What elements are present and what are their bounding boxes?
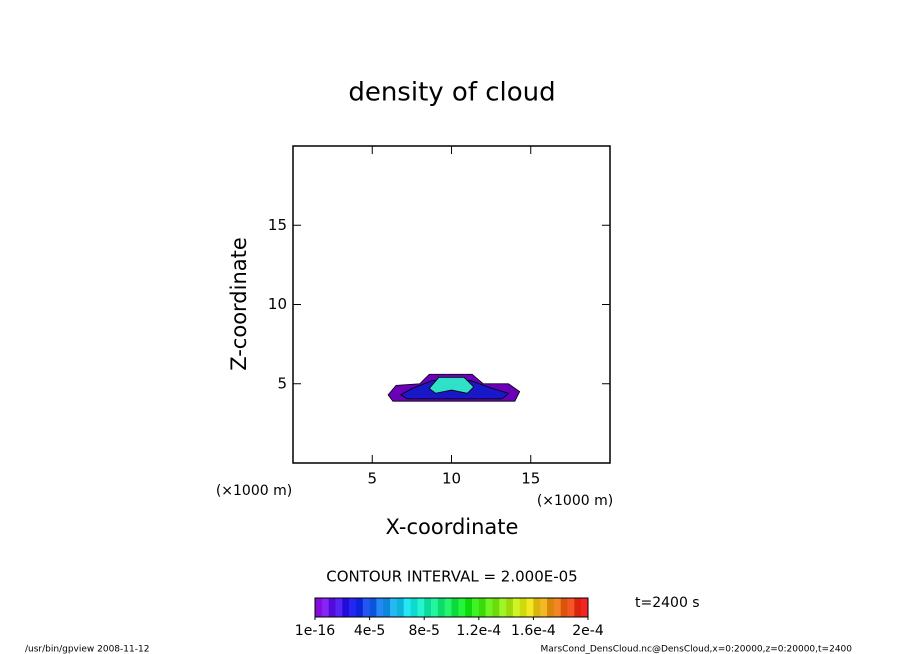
colorbar-stripe xyxy=(376,598,384,617)
colorbar-stripe xyxy=(458,598,466,617)
chart-title: density of cloud xyxy=(348,78,555,108)
colorbar-stripe xyxy=(437,598,445,617)
colorbar-tick-label: 1e-16 xyxy=(295,623,335,639)
colorbar-stripe xyxy=(328,598,336,617)
colorbar-tick-label: 2e-4 xyxy=(572,623,604,639)
colorbar-tick-label: 4e-5 xyxy=(354,623,385,639)
colorbar-stripe xyxy=(335,598,343,617)
x-tick-label: 10 xyxy=(442,470,461,488)
colorbar-stripe xyxy=(465,598,473,617)
colorbar-tick-label: 1.6e-4 xyxy=(511,623,556,639)
x-axis-label: X-coordinate xyxy=(386,515,519,539)
time-label: t=2400 s xyxy=(635,595,700,611)
colorbar-stripe xyxy=(396,598,405,617)
x-tick-label: 15 xyxy=(521,470,540,488)
colorbar-stripe xyxy=(506,598,514,617)
colorbar-stripe xyxy=(533,598,541,617)
footer-left: /usr/bin/gpview 2008-11-12 xyxy=(25,645,149,654)
colorbar-stripe xyxy=(567,598,575,617)
y-tick-label: 10 xyxy=(268,295,287,313)
colorbar-stripe xyxy=(553,598,561,617)
plot-frame xyxy=(292,145,611,464)
colorbar-stripe xyxy=(355,598,364,617)
colorbar-stripe xyxy=(526,598,534,617)
colorbar-stripe xyxy=(403,598,411,617)
colorbar-tick-label: 1.2e-4 xyxy=(456,623,501,639)
colorbar-stripe xyxy=(444,598,452,617)
y-tick-label: 5 xyxy=(277,374,287,392)
colorbar-stripe xyxy=(315,598,323,617)
contour-interval: CONTOUR INTERVAL = 2.000E-05 xyxy=(326,568,577,586)
y-axis-label: Z-coordinate xyxy=(227,237,251,371)
colorbar-stripe xyxy=(369,598,377,617)
contour-region xyxy=(428,377,475,394)
colorbar-stripe xyxy=(424,598,432,617)
colorbar-frame xyxy=(314,597,589,618)
colorbar-stripe xyxy=(471,598,480,617)
colorbar-stripe xyxy=(431,598,439,617)
colorbar-stripe xyxy=(485,598,493,617)
colorbar-stripe xyxy=(581,598,589,617)
colorbar-stripe xyxy=(410,598,418,617)
x-tick-label: 5 xyxy=(367,470,377,488)
colorbar-stripe xyxy=(417,598,425,617)
colorbar-stripe xyxy=(342,598,350,617)
colorbar-stripe xyxy=(547,598,555,617)
colorbar-stripe xyxy=(349,598,357,617)
y-unit: (×1000 m) xyxy=(216,483,292,499)
colorbar-stripe xyxy=(390,598,398,617)
footer-right: MarsCond_DensCloud.nc@DensCloud,x=0:2000… xyxy=(541,645,853,654)
colorbar-stripe xyxy=(492,598,500,617)
colorbar-stripe xyxy=(574,598,582,617)
colorbar-stripe xyxy=(519,598,527,617)
colorbar-stripe xyxy=(321,598,329,617)
y-tick-label: 15 xyxy=(268,216,287,234)
colorbar-stripe xyxy=(362,598,370,617)
colorbar-stripe xyxy=(478,598,486,617)
colorbar-stripe xyxy=(451,598,459,617)
colorbar-stripe xyxy=(383,598,391,617)
colorbar-stripe xyxy=(540,598,548,617)
colorbar-stripe xyxy=(512,598,521,617)
colorbar-stripe xyxy=(499,598,507,617)
x-unit: (×1000 m) xyxy=(537,493,613,509)
colorbar-tick-label: 8e-5 xyxy=(408,623,439,639)
colorbar-stripe xyxy=(560,598,568,617)
